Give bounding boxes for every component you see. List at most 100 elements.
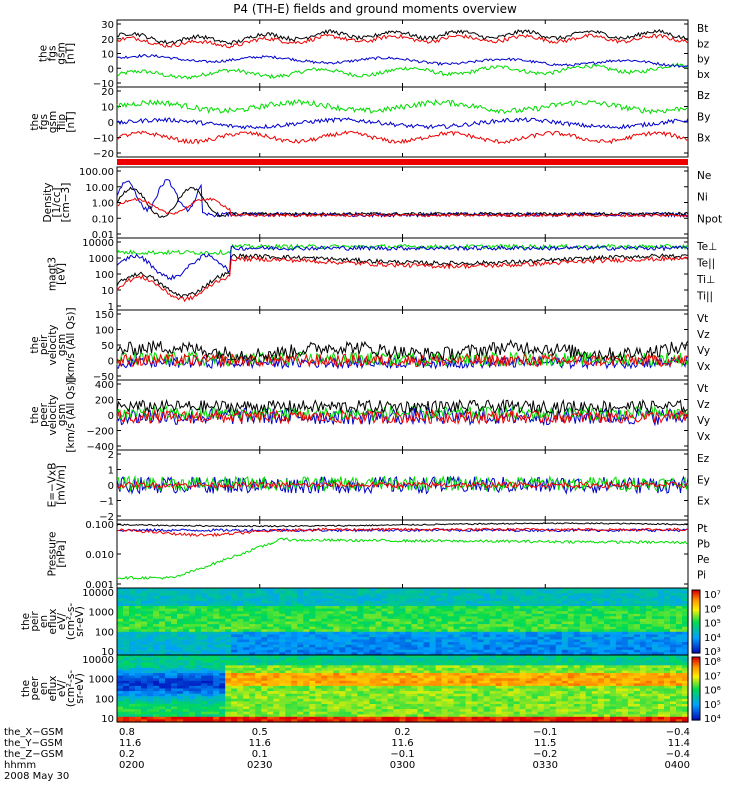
spec-cell	[129, 678, 136, 682]
spec-cell	[483, 701, 491, 705]
spec-cell	[495, 688, 503, 692]
spec-cell	[291, 616, 298, 620]
spec-cell	[399, 590, 407, 594]
spec-cell	[664, 593, 671, 597]
spec-cell	[315, 691, 322, 695]
spec-cell	[267, 675, 274, 679]
spec-cell	[525, 714, 533, 718]
spec-cell	[525, 691, 533, 695]
spec-cell	[507, 698, 515, 702]
spec-cell	[489, 590, 497, 594]
spec-cell	[597, 621, 605, 625]
spec-cell	[561, 642, 569, 646]
spec-cell	[417, 655, 425, 659]
spec-cell	[549, 719, 557, 723]
spec-cell	[585, 634, 593, 638]
spec-cell	[513, 611, 521, 615]
spec-cell	[165, 665, 172, 669]
spec-cell	[657, 595, 665, 599]
ytick-label: 10000	[82, 655, 114, 666]
spec-cell	[207, 593, 214, 597]
spec-cell	[315, 711, 322, 715]
spec-cell	[213, 670, 220, 674]
spec-cell	[279, 626, 286, 630]
spec-cell	[345, 631, 352, 635]
spec-cell	[429, 652, 437, 656]
spec-cell	[670, 613, 677, 617]
spec-cell	[117, 709, 124, 713]
spec-cell	[129, 693, 136, 697]
spec-cell	[405, 629, 413, 633]
spec-cell	[489, 647, 497, 651]
spec-cell	[207, 691, 214, 695]
spec-cell	[561, 618, 569, 623]
spec-cell	[261, 621, 268, 625]
spec-cell	[195, 608, 202, 612]
spec-cell	[393, 657, 401, 661]
spec-cell	[573, 667, 581, 672]
spec-cell	[195, 678, 202, 682]
spec-cell	[147, 588, 154, 592]
spec-cell	[603, 618, 611, 623]
spec-cell	[531, 634, 539, 638]
spec-cell	[225, 709, 232, 713]
spec-cell	[567, 593, 575, 597]
spec-cell	[405, 626, 413, 630]
spec-cell	[189, 649, 196, 653]
spec-cell	[579, 704, 587, 708]
spec-cell	[219, 670, 226, 674]
spec-cell	[393, 704, 401, 708]
spec-cell	[207, 642, 214, 646]
spec-cell	[573, 652, 581, 656]
spec-cell	[321, 665, 328, 669]
spec-cell	[417, 719, 425, 723]
spec-cell	[123, 634, 130, 638]
spec-cell	[201, 631, 208, 635]
spec-cell	[315, 637, 322, 641]
spec-cell	[207, 660, 214, 664]
spec-cell	[513, 685, 521, 690]
spec-cell	[171, 621, 178, 625]
spec-cell	[273, 590, 280, 594]
spec-cell	[357, 590, 364, 594]
spec-cell	[357, 634, 364, 638]
spec-cell	[381, 626, 389, 630]
spec-cell	[513, 673, 521, 677]
spec-cell	[213, 678, 220, 682]
spec-cell	[189, 706, 196, 710]
spec-cell	[213, 621, 220, 625]
spec-cell	[303, 670, 310, 674]
spec-cell	[333, 716, 340, 720]
spec-cell	[465, 642, 473, 646]
spec-cell	[303, 680, 310, 684]
spec-cell	[339, 683, 346, 687]
spec-cell	[597, 595, 605, 599]
spec-cell	[579, 618, 587, 623]
ytick-label: 10000	[82, 588, 114, 599]
spec-cell	[321, 657, 328, 661]
spec-cell	[501, 613, 509, 617]
spec-cell	[489, 711, 497, 715]
spec-cell	[471, 647, 479, 651]
spec-cell	[579, 642, 587, 646]
spec-cell	[465, 603, 473, 607]
spec-cell	[255, 590, 262, 594]
spec-cell	[597, 590, 605, 594]
spec-cell	[393, 618, 401, 623]
spec-cell	[189, 639, 196, 643]
spec-cell	[609, 698, 617, 702]
spec-cell	[465, 667, 473, 672]
spec-cell	[207, 680, 214, 684]
spec-cell	[357, 644, 364, 648]
spec-cell	[195, 706, 202, 710]
spec-cell	[513, 683, 521, 687]
spec-cell	[363, 685, 370, 690]
spec-cell	[507, 696, 515, 700]
spec-cell	[387, 704, 395, 708]
spec-cell	[165, 683, 172, 687]
spec-cell	[465, 706, 473, 710]
spec-cell	[489, 706, 497, 710]
spec-cell	[129, 611, 136, 615]
spec-cell	[141, 667, 148, 672]
spec-cell	[243, 626, 250, 630]
